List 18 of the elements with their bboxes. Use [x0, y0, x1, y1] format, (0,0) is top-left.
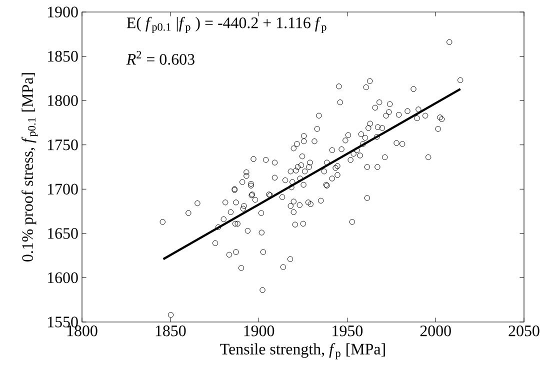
- y-axis-title: 0.1% proof stress, f$_{p0.1}$ [MPa]: [22, 73, 38, 262]
- y-tick-label: 1900: [48, 6, 78, 18]
- x-tick-label: 1800: [67, 326, 98, 336]
- text: E( f$_{p0.1}$ |f$_{p}$ ) = -440.2 + 1.116 f$_{p}$: [126, 16, 326, 34]
- x-tick-label: 1850: [156, 326, 186, 336]
- y-tick-label: 1650: [48, 228, 78, 239]
- y-tick-label: 1700: [48, 184, 78, 195]
- x-tick-label: 2050: [508, 326, 540, 336]
- y-tick-label: 1850: [48, 50, 78, 62]
- y-tick-label: 1600: [48, 272, 78, 284]
- y-tick-label: 1550: [48, 316, 78, 328]
- x-axis-title: Tensile strength, f$_{p}$ [MPa]: [220, 343, 385, 360]
- y-tick-label: 1800: [48, 95, 78, 106]
- x-tick-label: 1950: [332, 326, 363, 336]
- y-tick-label: 1750: [48, 139, 78, 150]
- x-tick-label: 1900: [244, 326, 274, 336]
- annotation: R$^{2}$ = 0.603: [126, 50, 194, 65]
- x-tick-label: 2000: [420, 326, 451, 336]
